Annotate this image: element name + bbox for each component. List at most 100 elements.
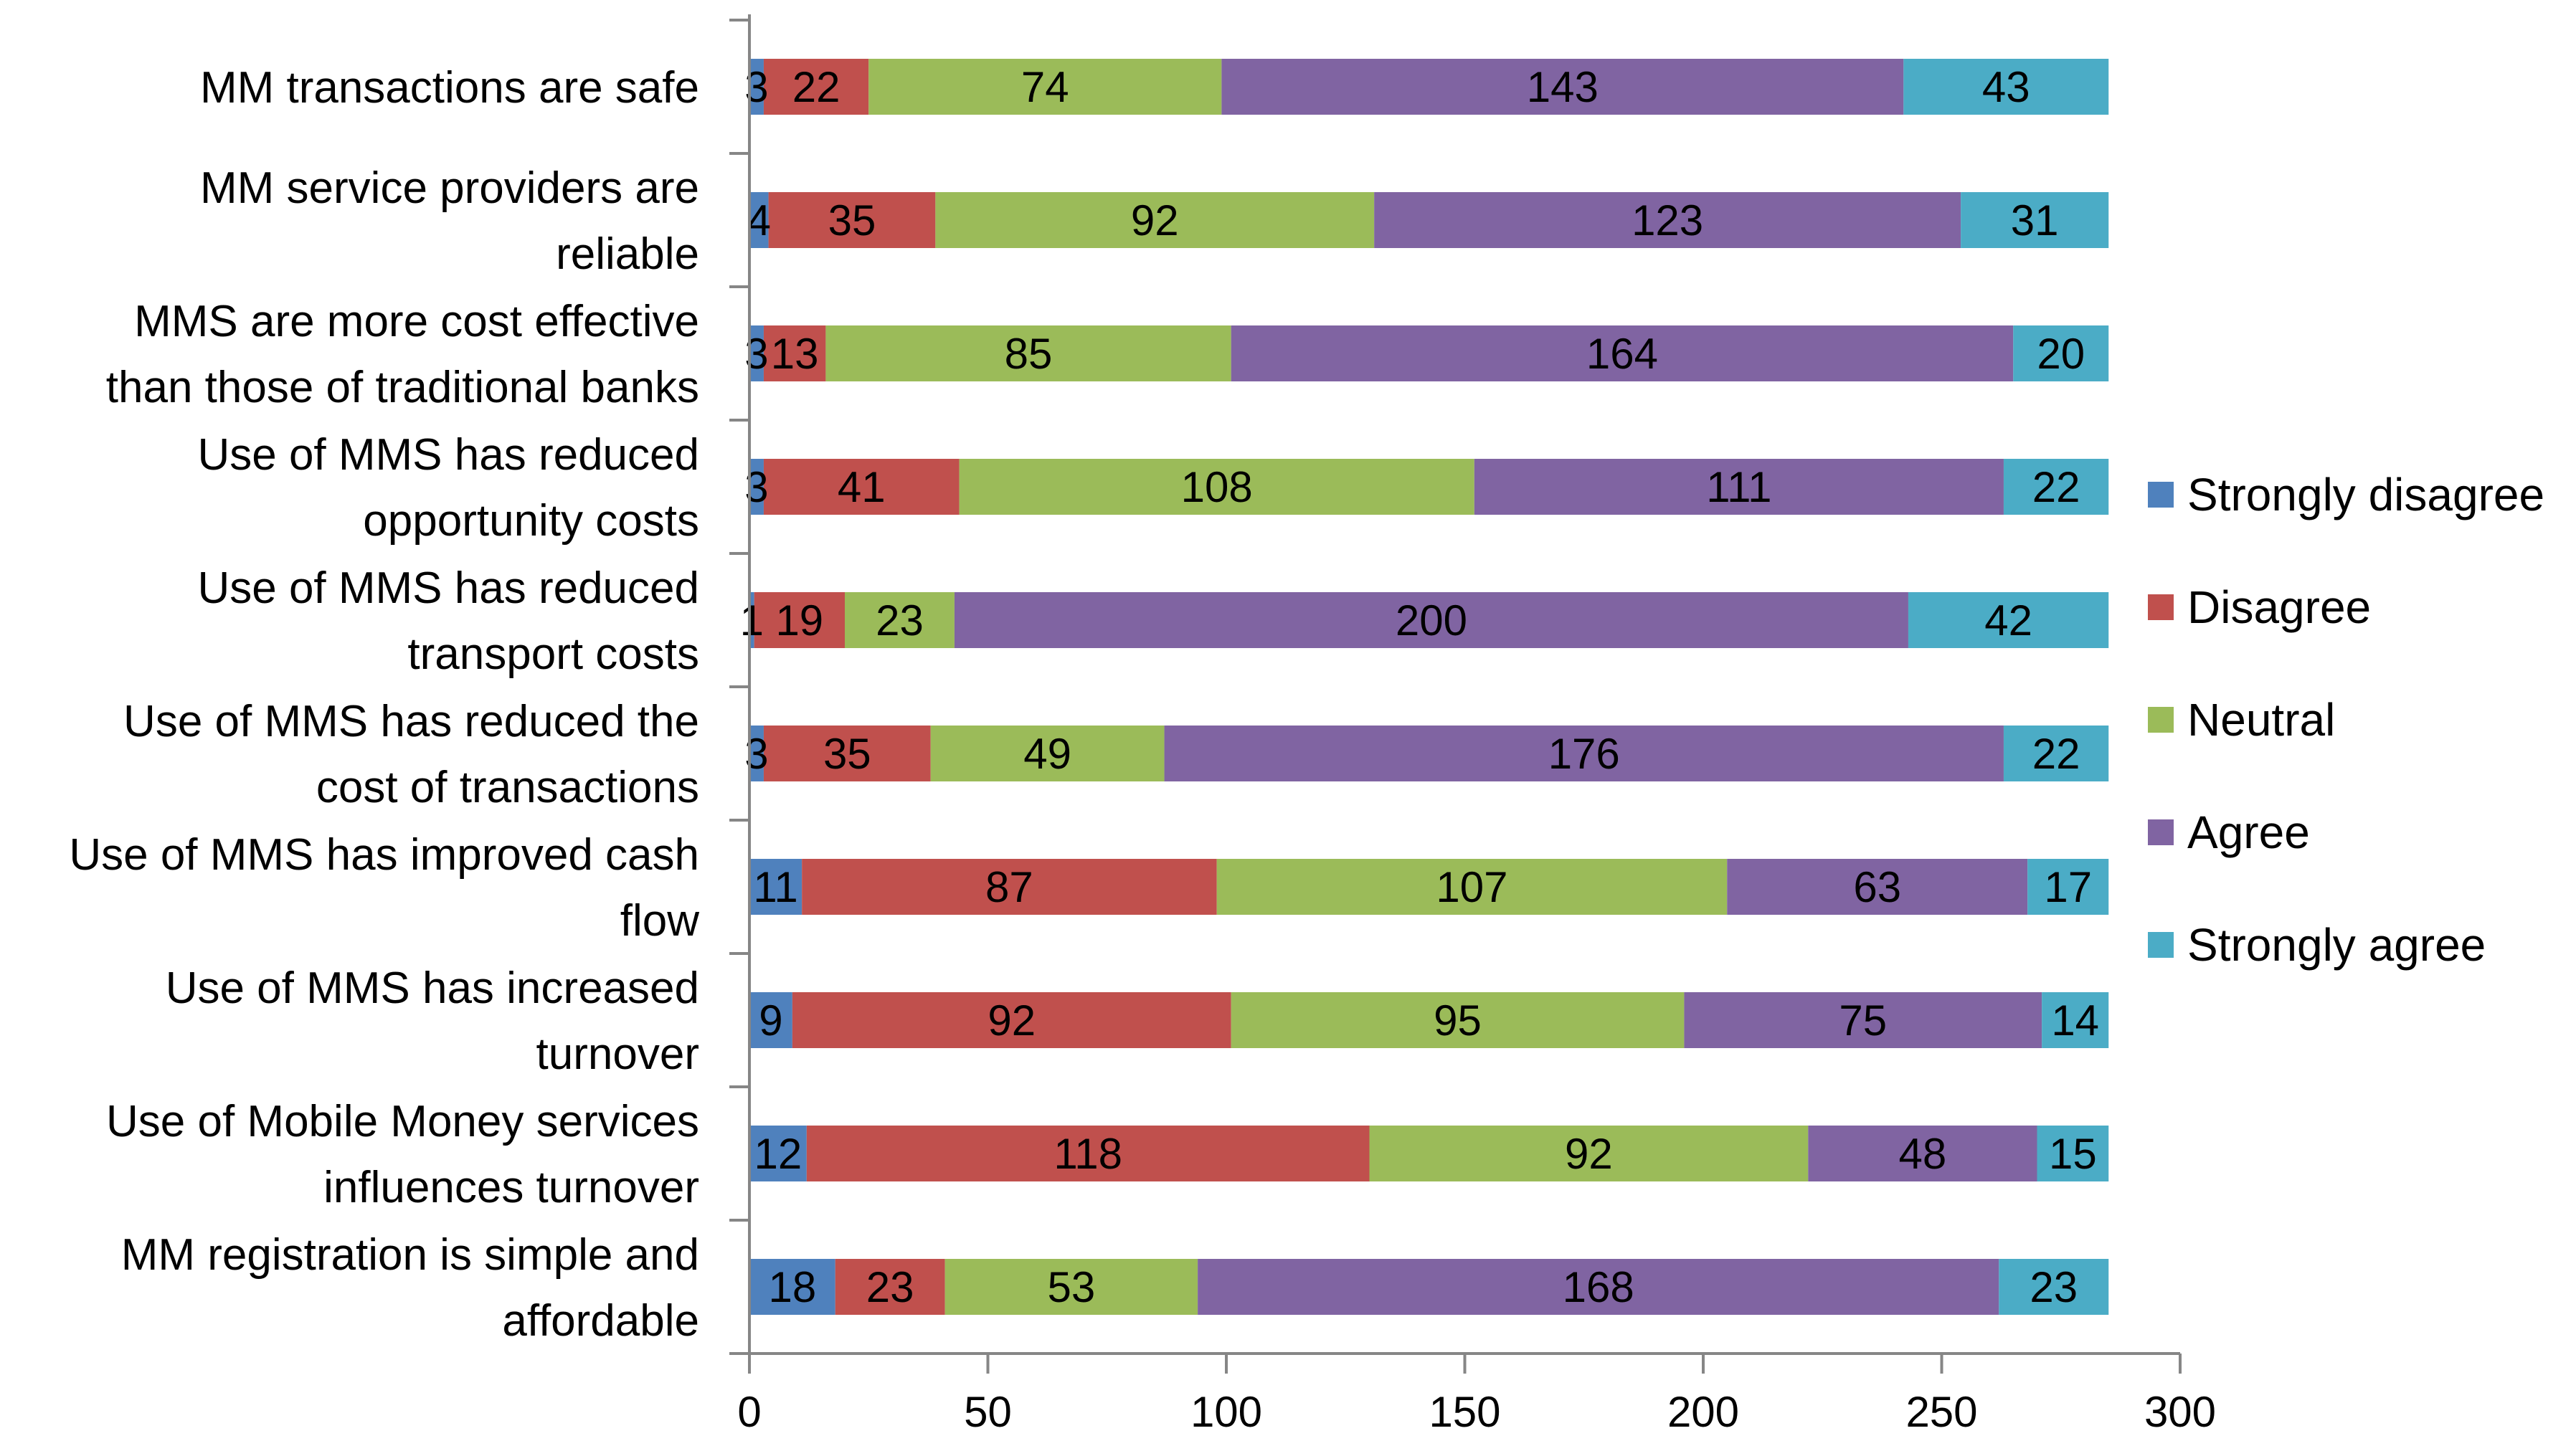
data-label: 107: [1436, 863, 1507, 911]
bar-segment: [1908, 592, 2109, 648]
data-label: 23: [2030, 1263, 2078, 1311]
data-label: 4: [747, 196, 771, 244]
bar-segment: [2003, 459, 2109, 515]
data-label: 15: [2049, 1130, 2097, 1178]
legend-label: Neutral: [2187, 694, 2335, 746]
category-label: cost of transactions: [316, 763, 699, 812]
data-label: 22: [2032, 463, 2080, 511]
data-label: 143: [1527, 63, 1599, 111]
category-label: than those of traditional banks: [106, 363, 699, 412]
x-tick-label: 50: [964, 1388, 1012, 1436]
category-label: Use of Mobile Money services: [106, 1097, 699, 1146]
bar-segment: [768, 192, 936, 248]
legend-swatch: [2148, 707, 2174, 733]
data-label: 111: [1706, 463, 1771, 511]
legend-label: Strongly agree: [2187, 919, 2486, 971]
bar-segment: [868, 59, 1222, 115]
bar-segment: [749, 992, 792, 1048]
data-label: 20: [2037, 330, 2085, 378]
bar-segment: [1961, 192, 2109, 248]
bar-segment: [749, 726, 764, 781]
bar-segment: [792, 992, 1231, 1048]
category-labels-layer: MM transactions are safe MM service provi…: [69, 63, 699, 1346]
bar-segment: [749, 1126, 807, 1181]
data-label: 87: [985, 863, 1033, 911]
bar-segment: [749, 592, 754, 648]
bar-segment: [806, 1126, 1370, 1181]
data-label: 1: [740, 596, 764, 644]
data-label: 23: [866, 1263, 914, 1311]
category-label: flow: [620, 896, 699, 946]
data-label: 74: [1021, 63, 1069, 111]
legend-swatch: [2148, 932, 2174, 958]
bar-segment: [825, 325, 1231, 381]
category-label: MM registration is simple and: [121, 1230, 699, 1280]
category-label: opportunity costs: [363, 496, 699, 546]
data-label: 35: [823, 730, 871, 778]
bar-segment: [763, 459, 960, 515]
category-label: turnover: [536, 1029, 699, 1079]
bar-segment: [1684, 992, 2042, 1048]
data-label: 75: [1839, 996, 1887, 1045]
data-label: 42: [1984, 596, 2032, 644]
data-label: 49: [1023, 730, 1071, 778]
data-label: 13: [771, 330, 819, 378]
bar-segment: [935, 192, 1375, 248]
data-label: 92: [1131, 196, 1179, 244]
data-label: 168: [1563, 1263, 1634, 1311]
bar-segment: [1999, 1259, 2109, 1315]
bar-segment: [749, 192, 769, 248]
data-label: 9: [759, 996, 782, 1045]
data-label: 176: [1548, 730, 1620, 778]
x-tick-label: 100: [1190, 1388, 1262, 1436]
category-label: influences turnover: [323, 1163, 699, 1212]
bar-segment: [1221, 59, 1904, 115]
bar-segment: [1808, 1126, 2037, 1181]
legend: Strongly disagree Disagree Neutral Agree Str…: [2148, 469, 2544, 971]
data-label: 95: [1434, 996, 1482, 1045]
data-label: 92: [988, 996, 1036, 1045]
legend-label: Agree: [2187, 807, 2310, 858]
bar-segment: [2037, 1126, 2109, 1181]
data-label: 41: [838, 463, 886, 511]
bar-segment: [954, 592, 1908, 648]
category-label: transport costs: [407, 629, 699, 679]
data-label: 108: [1181, 463, 1253, 511]
bar-segment: [754, 592, 845, 648]
data-label: 22: [792, 63, 840, 111]
data-label: 123: [1632, 196, 1703, 244]
bar-segment: [1474, 459, 2004, 515]
data-label: 11: [753, 863, 797, 911]
bar-segment: [959, 459, 1474, 515]
category-label: MM transactions are safe: [200, 63, 699, 113]
category-label: Use of MMS has reduced: [197, 563, 699, 613]
data-label: 53: [1048, 1263, 1096, 1311]
category-label: Use of MMS has reduced: [197, 430, 699, 480]
data-label: 22: [2032, 730, 2080, 778]
bar-segment: [835, 1259, 945, 1315]
bar-segment: [2042, 992, 2109, 1048]
bar-segment: [1903, 59, 2109, 115]
bar-segment: [944, 1259, 1198, 1315]
category-label: Use of MMS has reduced the: [123, 697, 699, 746]
bar-segment: [2003, 726, 2109, 781]
axis-layer: 0 50 100 150 200 250 300: [729, 14, 2216, 1436]
bar-segment: [763, 59, 869, 115]
legend-swatch: [2148, 819, 2174, 845]
legend-label: Disagree: [2187, 581, 2371, 633]
bar-segment: [1369, 1126, 1809, 1181]
bar-segment: [1231, 992, 1685, 1048]
legend-swatch: [2148, 594, 2174, 620]
bar-segment: [2027, 859, 2109, 915]
value-labels-layer: 3 22 74 143 434 35 92 123 313 13 85 164 203 41 108 111 2…: [740, 63, 2099, 1311]
data-label: 23: [876, 596, 924, 644]
bar-segment: [845, 592, 955, 648]
bar-segment: [1727, 859, 2028, 915]
bar-segment: [749, 459, 764, 515]
data-label: 17: [2044, 863, 2092, 911]
data-label: 12: [754, 1130, 802, 1178]
data-label: 85: [1005, 330, 1053, 378]
data-label: 43: [1982, 63, 2030, 111]
